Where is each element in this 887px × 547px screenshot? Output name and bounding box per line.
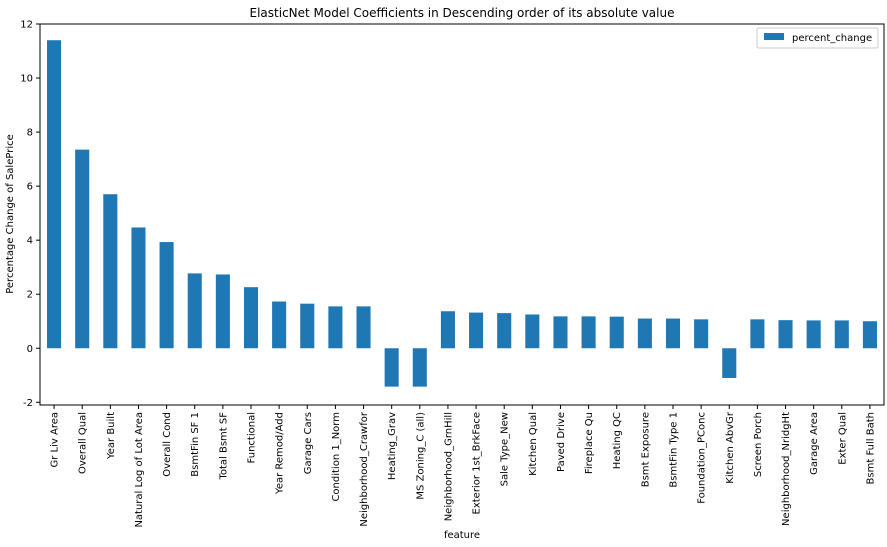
- legend-box: [756, 27, 879, 49]
- bar: [637, 318, 652, 349]
- x-tick-label: Bsmt Full Bath: [865, 412, 876, 484]
- x-tick-label: Garage Cars: [303, 412, 314, 474]
- x-tick-label: Garage Area: [809, 412, 820, 475]
- legend-swatch: [764, 33, 784, 40]
- bar: [750, 319, 765, 349]
- bar: [440, 311, 455, 349]
- plot-frame: [39, 23, 885, 406]
- x-tick-label: Condition 1_Norm: [331, 412, 342, 502]
- bar: [103, 194, 118, 349]
- bar: [834, 320, 849, 349]
- bar: [778, 320, 793, 349]
- y-tick-label: 6: [27, 182, 33, 193]
- bar: [75, 149, 90, 349]
- bar: [187, 273, 202, 349]
- x-tick-label: Neighborhood_GrnHill: [443, 412, 454, 521]
- x-tick-label: Functional: [247, 412, 258, 463]
- y-tick-label: 8: [27, 128, 33, 139]
- y-tick-label: 2: [27, 290, 33, 301]
- bar: [356, 306, 371, 349]
- x-tick-label: Overall Cond: [162, 412, 173, 477]
- x-tick-label: Neighborhood_Crawfor: [359, 411, 370, 526]
- x-tick-label: Gr Liv Area: [50, 412, 61, 468]
- bar: [722, 348, 737, 378]
- x-tick-label: BsmtFin Type 1: [669, 412, 680, 488]
- bar: [553, 316, 568, 349]
- bar: [609, 316, 624, 349]
- x-tick-label: Exter Qual: [837, 412, 848, 465]
- x-tick-label: Bsmt Exposure: [640, 412, 651, 487]
- x-tick-label: Heating QC: [612, 412, 623, 469]
- bar: [328, 306, 343, 349]
- bar: [131, 227, 146, 349]
- x-axis: Gr Liv Area Overall Qual Year Built Natural…: [50, 405, 876, 528]
- x-tick-label: Paved Drive: [556, 412, 567, 472]
- bar: [243, 287, 259, 349]
- legend-label: percent_change: [792, 33, 872, 44]
- bar: [525, 314, 540, 349]
- x-tick-label: Heating_Grav: [387, 412, 398, 480]
- x-tick-label: Kitchen Qual: [528, 412, 539, 476]
- y-tick-label: -2: [23, 398, 33, 409]
- y-tick-label: 0: [27, 344, 33, 355]
- bar: [694, 319, 709, 349]
- bar: [469, 312, 484, 349]
- x-tick-label: Year Built: [106, 412, 117, 460]
- bar: [159, 242, 174, 349]
- x-tick-label: Natural Log of Lot Area: [134, 412, 145, 528]
- x-tick-label: Foundation_PConc: [697, 412, 708, 504]
- x-axis-label: feature: [444, 530, 480, 541]
- x-tick-label: MS Zoning_C (all): [415, 412, 426, 500]
- x-tick-label: Fireplace Qu: [584, 412, 595, 474]
- bar: [272, 301, 287, 349]
- y-tick-label: 4: [27, 236, 33, 247]
- y-tick-label: 10: [20, 74, 33, 85]
- bar: [862, 321, 877, 349]
- bar: [300, 303, 315, 349]
- x-tick-label: Overall Qual: [78, 412, 89, 474]
- x-tick-label: BsmtFin SF 1: [190, 412, 201, 477]
- bar: [581, 316, 596, 349]
- bars-group: [47, 40, 877, 387]
- bar: [215, 274, 230, 349]
- y-tick-label: 12: [20, 20, 33, 31]
- chart-title: ElasticNet Model Coefficients in Descend…: [250, 6, 675, 20]
- x-tick-label: Total Bsmt SF: [218, 412, 229, 481]
- x-tick-label: Exterior 1st_BrkFace: [472, 412, 483, 514]
- x-tick-label: Sale Type_New: [500, 412, 511, 486]
- x-tick-label: Screen Porch: [753, 412, 764, 477]
- bar: [384, 348, 399, 387]
- bar: [412, 348, 427, 387]
- bar: [665, 318, 681, 349]
- bar: [47, 40, 62, 349]
- x-tick-label: Neighborhood_NridgHt: [781, 412, 792, 526]
- bar: [497, 313, 512, 349]
- legend: percent_change: [756, 27, 879, 49]
- x-tick-label: Kitchen AbvGr: [725, 411, 736, 484]
- bar: [806, 320, 821, 349]
- y-axis-label: Percentage Change of SalePrice: [5, 134, 16, 294]
- x-tick-label: Year Remod/Add: [275, 412, 286, 495]
- y-axis: -2 0 2 4 6 8 10 12: [20, 20, 40, 409]
